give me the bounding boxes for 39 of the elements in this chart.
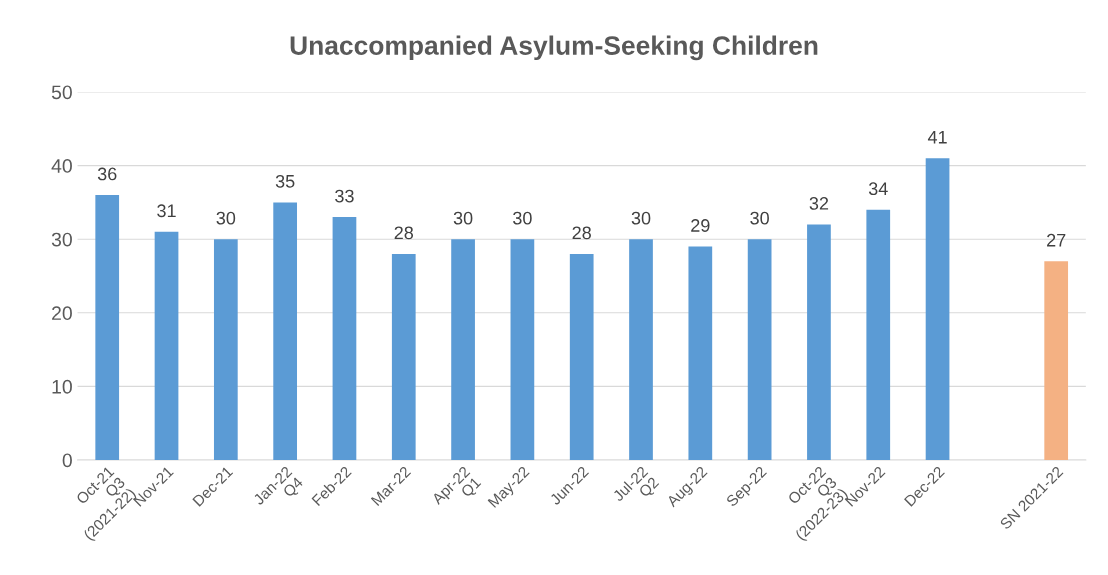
y-tick-label: 10: [52, 379, 72, 394]
data-label: 27: [1047, 233, 1066, 247]
y-tick-label: 20: [52, 306, 72, 321]
data-label: 31: [157, 204, 176, 218]
bar: [451, 239, 475, 460]
bar: [510, 239, 535, 460]
data-label: 29: [691, 219, 710, 232]
data-label: 33: [335, 189, 354, 203]
data-label: 36: [97, 167, 117, 181]
data-label: 28: [572, 226, 591, 240]
data-label: 32: [809, 197, 829, 210]
bar: [747, 239, 772, 460]
data-label: 30: [750, 211, 769, 225]
y-tick-label: 0: [62, 453, 72, 468]
data-label: 30: [513, 211, 532, 225]
bar: [1044, 261, 1069, 460]
data-label: 30: [631, 211, 651, 225]
bar: [95, 195, 120, 460]
data-label: 30: [216, 211, 236, 225]
bar: [213, 239, 238, 460]
data-label: 41: [927, 130, 947, 144]
data-label: 30: [453, 211, 473, 225]
bar: [332, 217, 357, 460]
bar: [569, 253, 594, 460]
y-tick-label: 30: [51, 232, 72, 247]
data-label: 35: [275, 174, 295, 188]
chart-title: Unaccompanied Asylum-Seeking Children: [290, 35, 818, 61]
y-tick-label: 50: [51, 85, 72, 100]
bar: [629, 239, 653, 460]
data-label: 28: [394, 226, 414, 240]
bar: [925, 158, 950, 460]
bar: [688, 246, 713, 460]
bar: [154, 231, 179, 460]
bar: [866, 209, 891, 460]
bar: [273, 202, 298, 460]
bar: [807, 224, 831, 460]
y-tick-label: 40: [51, 159, 72, 173]
data-label: 34: [868, 182, 888, 196]
bar: [391, 253, 416, 460]
